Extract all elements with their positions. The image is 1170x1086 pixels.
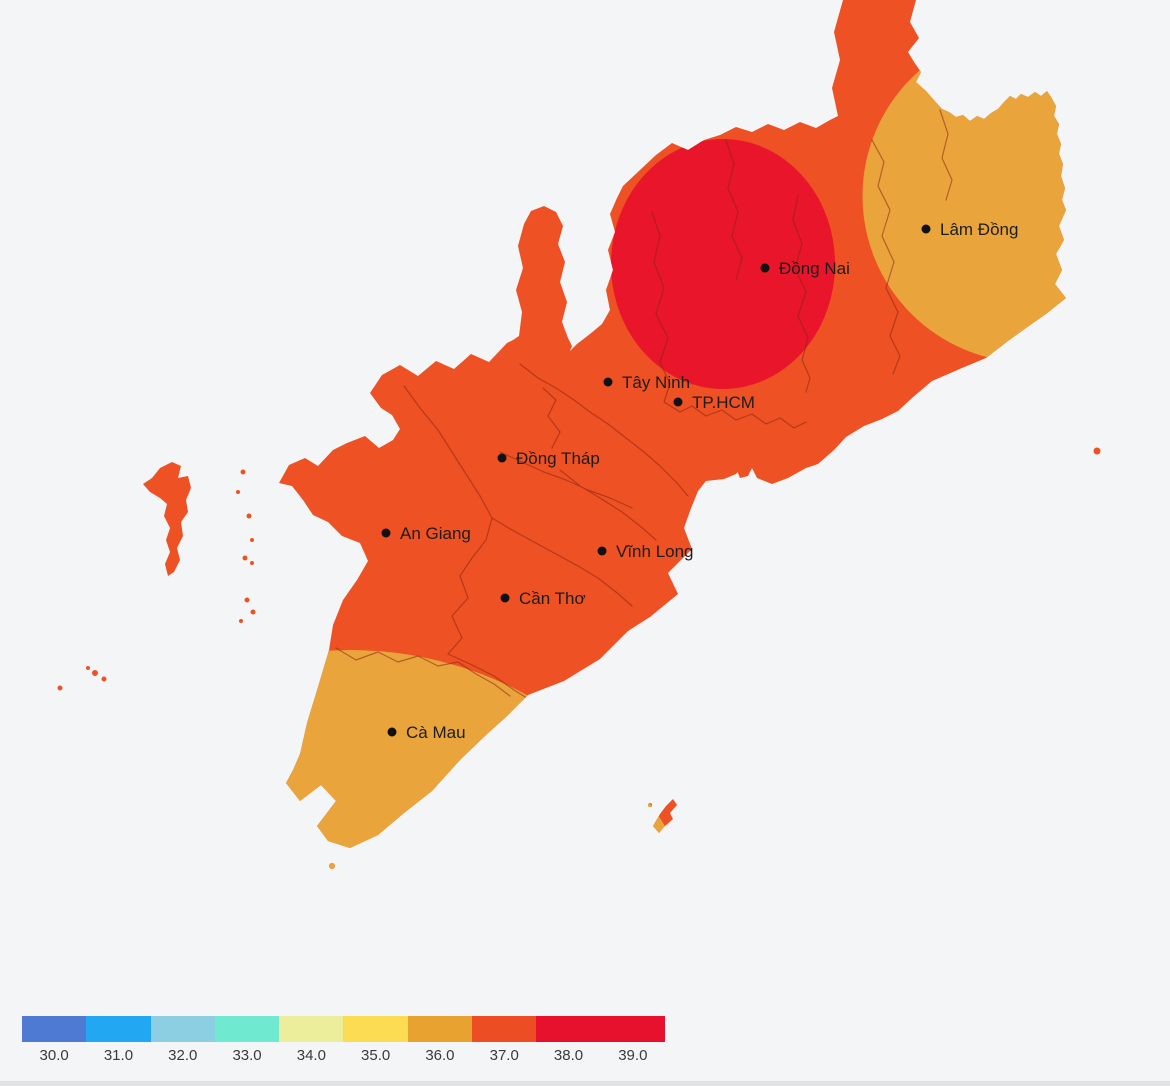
vietnam-south-temperature-map[interactable]: Lâm Đồng Đồng Nai Tây Ninh TP.HCM Đồng T… [0, 0, 1170, 1010]
city-label-dong-nai: Đồng Nai [779, 259, 850, 278]
warm-region-ca-mau [57, 650, 720, 869]
legend-label-37: 37.0 [489, 1047, 519, 1064]
city-marker-ca-mau [387, 727, 397, 737]
city-marker-dong-nai [760, 263, 770, 273]
legend-label-34: 34.0 [296, 1047, 326, 1064]
city-marker-lam-dong [921, 224, 931, 234]
legend-swatch-37 [472, 1016, 537, 1042]
bottom-divider [0, 1081, 1170, 1086]
legend-swatch-34 [279, 1016, 344, 1042]
legend-swatch-35 [343, 1016, 408, 1042]
city-label-ca-mau: Cà Mau [406, 723, 466, 742]
warm-region-lam-dong [862, 29, 1101, 363]
legend-tick-labels: 30.0 31.0 32.0 33.0 34.0 35.0 36.0 37.0 … [22, 1047, 665, 1064]
city-marker-vinh-long [597, 546, 607, 556]
legend-label-38: 38.0 [553, 1047, 584, 1064]
legend-label-36: 36.0 [425, 1047, 455, 1064]
city-label-tay-ninh: Tây Ninh [622, 373, 690, 392]
legend-swatch-33 [214, 1016, 280, 1042]
city-marker-can-tho [500, 593, 510, 603]
city-marker-tay-ninh [603, 377, 613, 387]
city-marker-tp-hcm [673, 397, 683, 407]
temperature-legend: 30.0 31.0 32.0 33.0 34.0 35.0 36.0 37.0 … [22, 1016, 665, 1064]
city-marker-dong-thap [497, 453, 507, 463]
city-label-vinh-long: Vĩnh Long [616, 542, 694, 561]
legend-swatch-38-39 [536, 1016, 665, 1042]
legend-swatch-36 [407, 1016, 473, 1042]
legend-color-bar [22, 1016, 665, 1042]
legend-label-30: 30.0 [39, 1047, 69, 1064]
city-label-can-tho: Cần Thơ [519, 589, 586, 608]
legend-label-39: 39.0 [618, 1047, 648, 1064]
province-borders [335, 109, 953, 701]
legend-swatch-30 [22, 1016, 87, 1042]
city-label-an-giang: An Giang [400, 524, 471, 543]
legend-label-32: 32.0 [168, 1047, 198, 1064]
legend-label-35: 35.0 [361, 1047, 391, 1064]
hot-region-dong-nai [611, 139, 835, 389]
city-markers [381, 224, 931, 737]
legend-label-31: 31.0 [103, 1047, 134, 1064]
legend-swatch-31 [86, 1016, 151, 1042]
city-marker-an-giang [381, 528, 391, 538]
city-labels: Lâm Đồng Đồng Nai Tây Ninh TP.HCM Đồng T… [400, 220, 1018, 742]
legend-swatch-32 [150, 1016, 215, 1042]
city-label-tp-hcm: TP.HCM [692, 393, 755, 412]
city-label-lam-dong: Lâm Đồng [940, 220, 1018, 239]
city-label-dong-thap: Đồng Tháp [516, 449, 600, 468]
legend-label-33: 33.0 [232, 1047, 262, 1064]
